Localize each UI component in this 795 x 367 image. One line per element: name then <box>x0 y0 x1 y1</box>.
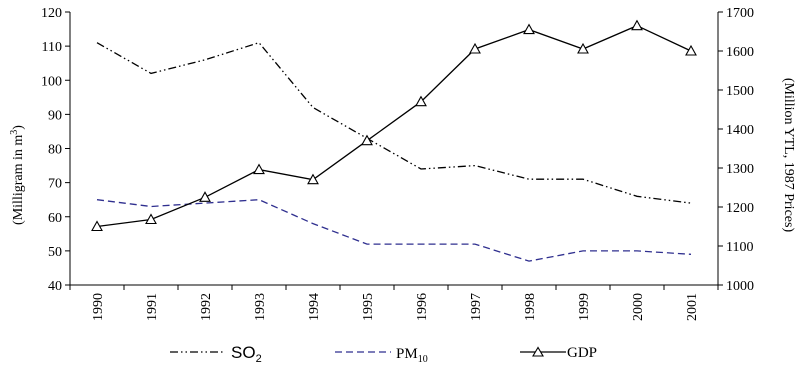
series-line-so2 <box>96 41 692 204</box>
gdp-point-marker <box>523 23 535 35</box>
left-tick-label: 40 <box>48 279 62 294</box>
gdp-point-marker <box>361 134 373 146</box>
left-axis-ticks: 40 50 60 70 80 90 100 110 120 <box>41 6 70 294</box>
legend-label-pm10: PM10 <box>396 346 428 365</box>
right-axis-title: (Million YTL, 1987 Prices) <box>781 78 795 233</box>
x-tick-label: 1992 <box>199 293 214 321</box>
right-tick-label: 1100 <box>726 240 753 255</box>
gdp-point-marker <box>199 191 211 202</box>
right-tick-label: 1300 <box>726 162 754 177</box>
legend-item-pm10: PM10 <box>335 346 428 365</box>
x-tick-label: 1998 <box>523 293 538 321</box>
left-tick-label: 100 <box>41 74 62 89</box>
gdp-point-marker <box>469 42 481 54</box>
left-tick-label: 70 <box>48 177 62 192</box>
left-tick-label: 120 <box>41 6 62 21</box>
x-tick-label: 2001 <box>685 293 700 321</box>
left-tick-label: 110 <box>42 40 62 55</box>
chart-legend: SO2 PM10 GDP <box>170 343 597 365</box>
gdp-point-marker <box>91 220 103 232</box>
series-line-gdp <box>96 24 692 228</box>
legend-label-gdp: GDP <box>567 345 597 361</box>
gdp-point-marker <box>307 173 319 185</box>
x-tick-label: 2000 <box>631 293 646 321</box>
gdp-point-marker <box>415 95 427 107</box>
gdp-point-marker <box>253 163 265 175</box>
gdp-point-marker <box>685 44 697 56</box>
legend-item-so2: SO2 <box>170 343 262 365</box>
right-axis-ticks: 1000 1100 1200 1300 1400 1500 1600 1700 <box>718 6 754 294</box>
right-tick-label: 1500 <box>726 84 754 99</box>
legend-triangle-marker <box>532 346 544 357</box>
x-tick-label: 1995 <box>361 293 376 321</box>
gdp-point-marker <box>631 19 643 31</box>
left-tick-label: 60 <box>48 211 62 226</box>
series-line-pm10 <box>96 199 692 262</box>
gdp-point-marker <box>145 213 157 225</box>
right-tick-label: 1700 <box>726 6 754 21</box>
x-tick-label: 1996 <box>415 293 430 321</box>
gdp-point-marker <box>577 42 589 54</box>
right-tick-label: 1200 <box>726 201 754 216</box>
left-axis-title: (Milligram in m3) <box>9 125 27 225</box>
x-tick-label: 1999 <box>577 293 592 321</box>
legend-label-so2: SO2 <box>231 343 262 365</box>
left-tick-label: 50 <box>48 245 62 260</box>
x-tick-label: 1994 <box>307 293 322 321</box>
chart-axes <box>69 12 719 286</box>
right-tick-label: 1000 <box>726 279 754 294</box>
series-layer <box>91 19 697 262</box>
right-tick-label: 1400 <box>726 123 754 138</box>
legend-item-gdp: GDP <box>520 345 597 361</box>
left-tick-label: 90 <box>48 108 62 123</box>
left-tick-label: 80 <box>48 143 62 158</box>
x-axis-ticks: 1990 1991 1992 1993 1994 1995 1996 1997 1998 1999… <box>69 285 719 321</box>
right-tick-label: 1600 <box>726 45 754 60</box>
x-tick-label: 1997 <box>469 293 484 321</box>
x-tick-label: 1990 <box>91 293 106 321</box>
x-tick-label: 1993 <box>253 293 268 321</box>
x-tick-label: 1991 <box>145 293 160 321</box>
